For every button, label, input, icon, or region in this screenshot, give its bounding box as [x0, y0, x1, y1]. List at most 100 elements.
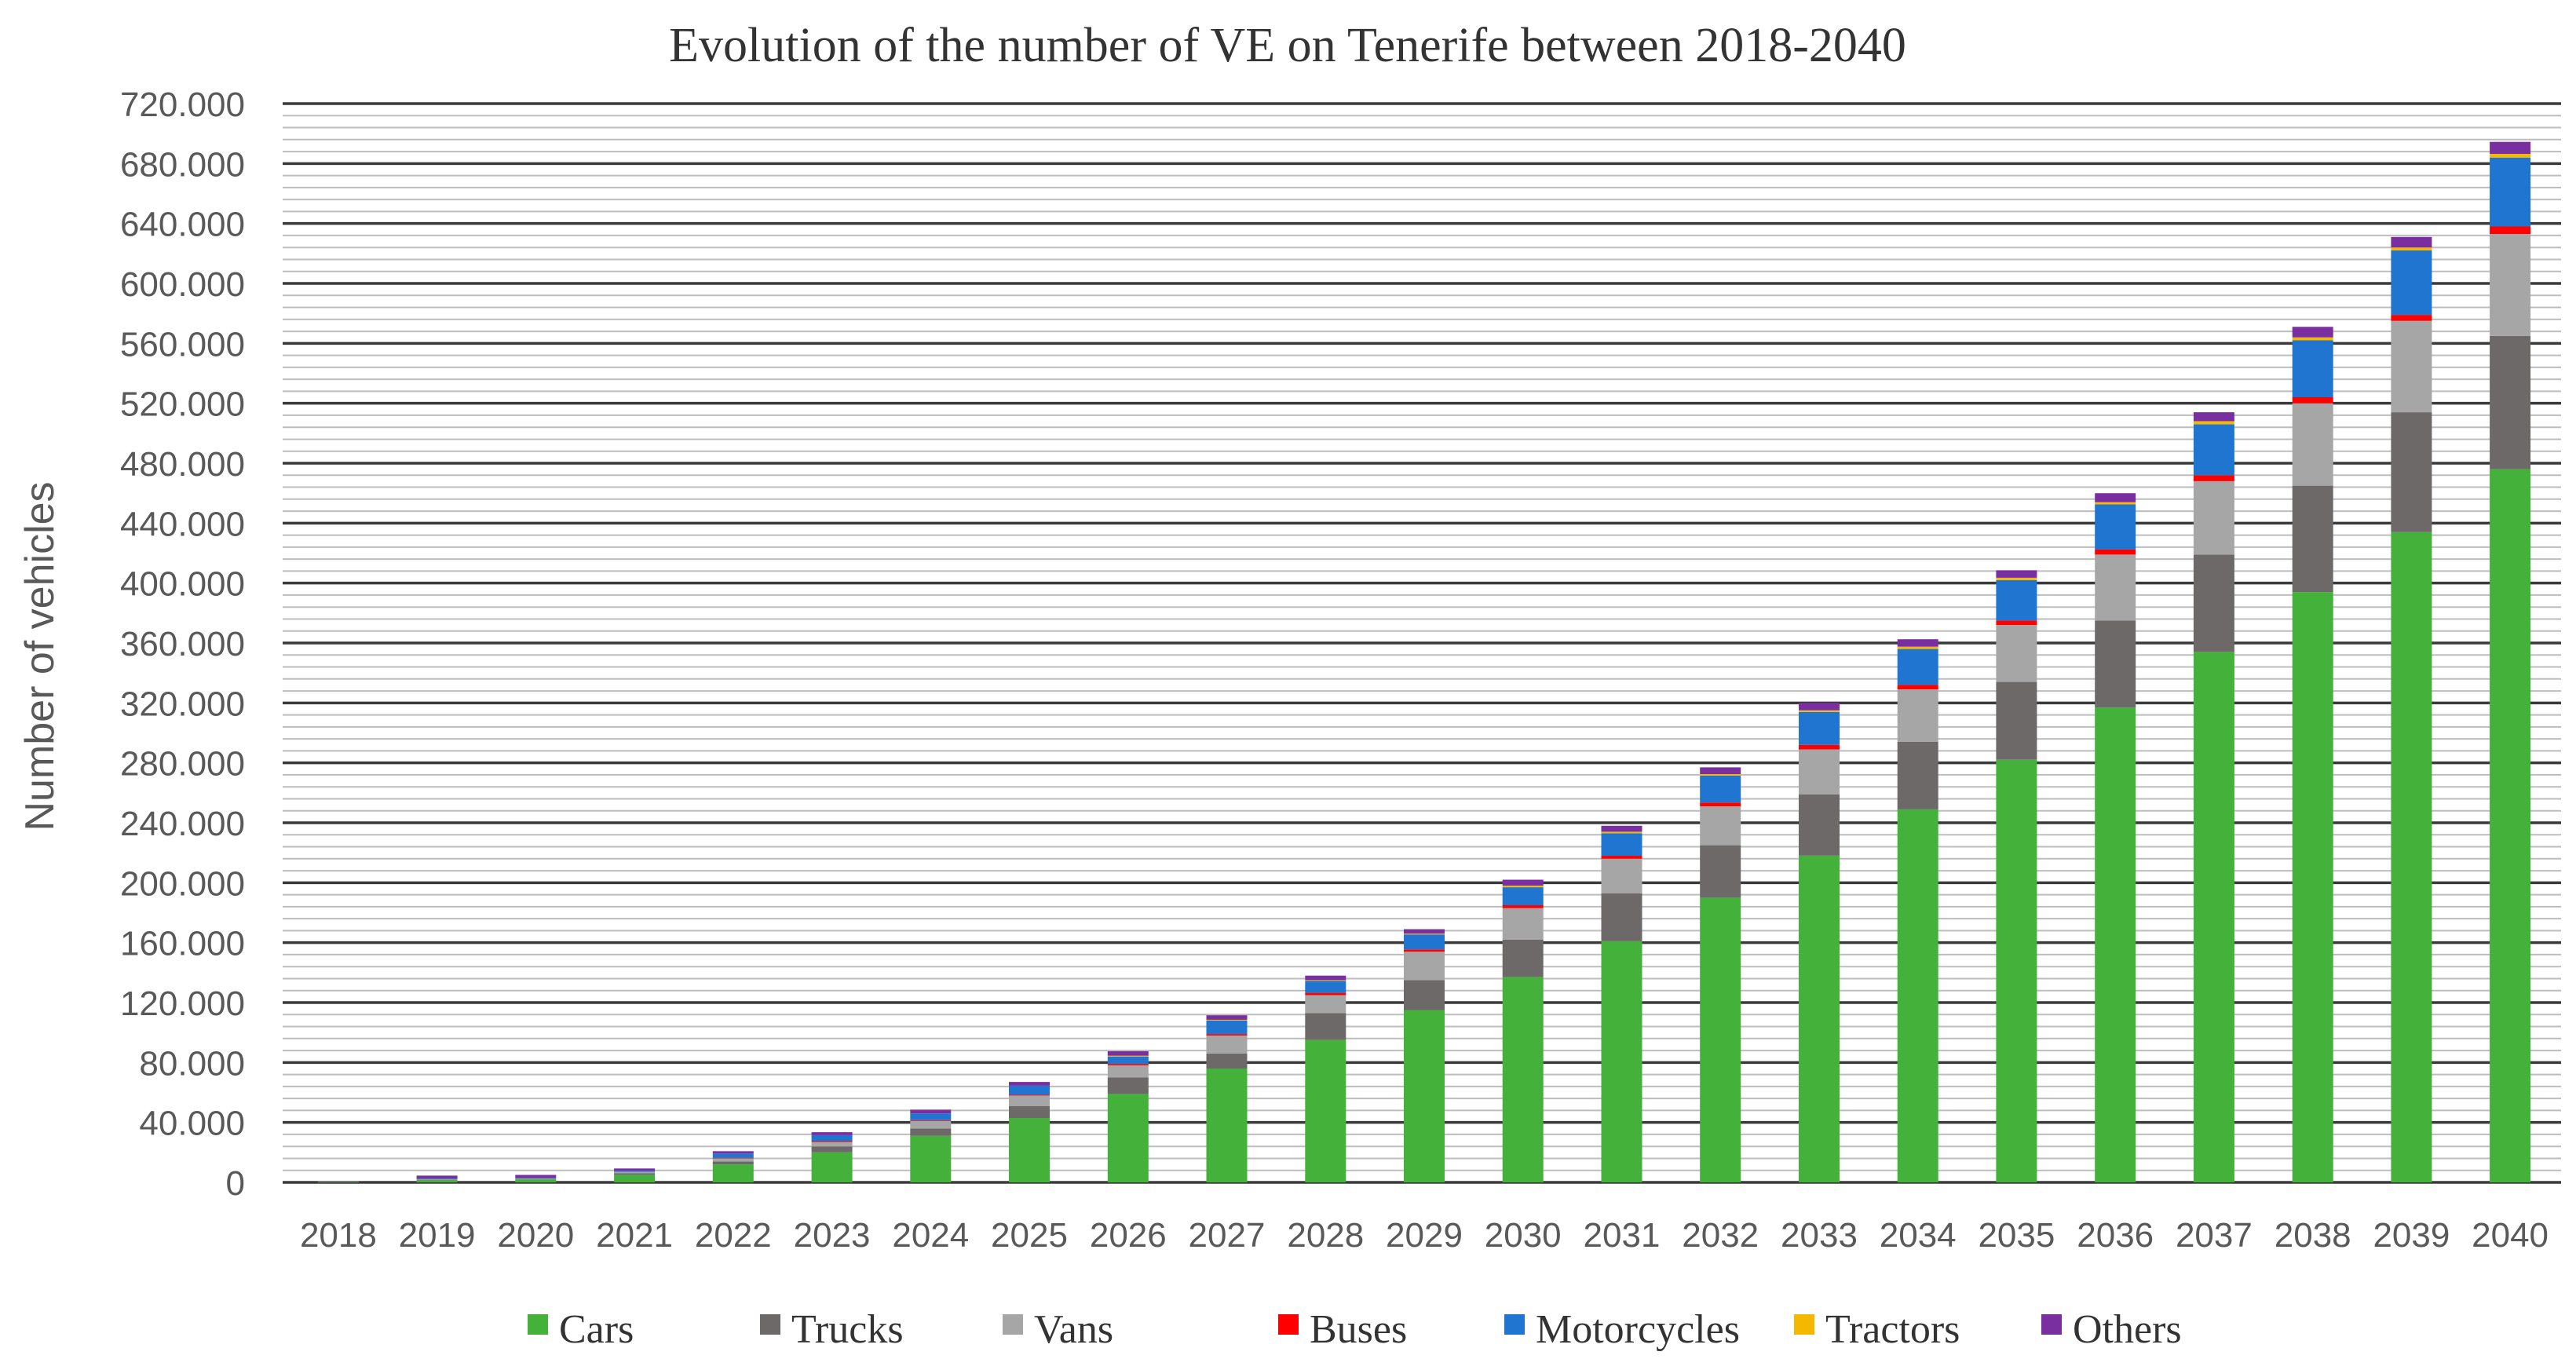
bar-segment-vans-2040	[2490, 234, 2531, 336]
bar-segment-motorcycles-2021	[614, 1171, 656, 1172]
bar-segment-buses-2027	[1206, 1034, 1248, 1036]
bar-segment-motorcycles-2037	[2193, 424, 2234, 476]
bar-segment-vans-2020	[515, 1178, 557, 1179]
bar-segment-tractors-2037	[2193, 421, 2234, 425]
bar-segment-trucks-2032	[1700, 845, 1741, 898]
bar-segment-cars-2035	[1996, 759, 2037, 1182]
bar-segment-buses-2039	[2391, 315, 2432, 321]
legend-label-motorcycles: Motorcycles	[1536, 1307, 1740, 1352]
legend-swatch-motorcycles	[1504, 1314, 1525, 1335]
bar-segment-trucks-2028	[1305, 1013, 1346, 1040]
chart-title: Evolution of the number of VE on Tenerif…	[669, 19, 1906, 72]
bar-segment-others-2026	[1107, 1051, 1149, 1056]
bar-segment-buses-2035	[1996, 620, 2037, 626]
y-tick-label: 120.000	[120, 985, 245, 1023]
x-tick-label: 2019	[399, 1216, 476, 1255]
bar-segment-motorcycles-2028	[1305, 981, 1346, 993]
bar-segment-cars-2022	[712, 1164, 754, 1182]
legend-swatch-cars	[528, 1314, 548, 1335]
y-tick-label: 40.000	[139, 1105, 245, 1143]
x-tick-label: 2036	[2077, 1216, 2154, 1255]
bar-segment-buses-2022	[712, 1157, 754, 1159]
bar-segment-motorcycles-2025	[1009, 1085, 1050, 1095]
bar-segment-motorcycles-2040	[2490, 157, 2531, 227]
bar-segment-others-2023	[811, 1132, 853, 1135]
bar-segment-trucks-2038	[2292, 485, 2333, 593]
x-tick-label: 2033	[1781, 1216, 1858, 1255]
legend-swatch-vans	[1003, 1314, 1023, 1335]
x-tick-label: 2031	[1584, 1216, 1661, 1255]
bar-segment-cars-2025	[1009, 1117, 1050, 1182]
legend-label-tractors: Tractors	[1825, 1307, 1960, 1352]
x-tick-label: 2035	[1978, 1216, 2055, 1255]
y-tick-label: 360.000	[120, 625, 245, 663]
bar-segment-trucks-2034	[1897, 742, 1938, 809]
bar-segment-others-2030	[1502, 879, 1544, 886]
x-tick-label: 2024	[892, 1216, 969, 1255]
bar-segment-cars-2021	[614, 1175, 656, 1182]
bar-segment-tractors-2031	[1601, 831, 1642, 834]
bar-segment-cars-2038	[2292, 592, 2333, 1182]
y-tick-label: 0	[226, 1164, 245, 1203]
bar-segment-vans-2031	[1601, 858, 1642, 893]
y-tick-label: 640.000	[120, 206, 245, 244]
x-axis-ticks: 2018 2019 2020 2021 2022 2023 2024 2025 2026 2027…	[300, 1216, 2549, 1255]
bar-segment-cars-2019	[416, 1180, 458, 1182]
bar-segment-cars-2037	[2193, 652, 2234, 1182]
bar-segment-trucks-2036	[2095, 620, 2136, 708]
bar-segment-others-2028	[1305, 975, 1346, 981]
bar-segment-cars-2032	[1700, 897, 1741, 1182]
bar-segment-motorcycles-2029	[1404, 934, 1445, 950]
bar-segment-motorcycles-2033	[1799, 711, 1840, 745]
bar-segment-trucks-2025	[1009, 1105, 1050, 1118]
bar-segment-tractors-2028	[1305, 980, 1346, 981]
bar-segment-buses-2036	[2095, 549, 2136, 555]
bar-segment-trucks-2024	[910, 1128, 952, 1136]
bar-segment-others-2039	[2391, 236, 2432, 248]
y-tick-label: 200.000	[120, 864, 245, 903]
bar-segment-trucks-2030	[1502, 939, 1544, 977]
legend-label-others: Others	[2073, 1307, 2182, 1352]
bar-segment-motorcycles-2019	[416, 1178, 458, 1179]
bar-segment-vans-2036	[2095, 554, 2136, 621]
bar-segment-trucks-2027	[1206, 1053, 1248, 1069]
y-tick-label: 160.000	[120, 925, 245, 963]
x-tick-label: 2018	[300, 1216, 377, 1255]
y-axis-label: Number of vehicles	[17, 481, 63, 831]
bar-segment-others-2036	[2095, 493, 2136, 502]
bar-segment-vans-2038	[2292, 403, 2333, 486]
x-tick-label: 2028	[1287, 1216, 1364, 1255]
x-tick-label: 2025	[991, 1216, 1068, 1255]
legend-label-trucks: Trucks	[791, 1307, 904, 1352]
bar-segment-trucks-2029	[1404, 980, 1445, 1010]
bar-segment-buses-2033	[1799, 744, 1840, 750]
bar-segment-tractors-2036	[2095, 502, 2136, 505]
bar-segment-trucks-2040	[2490, 335, 2531, 469]
bar-segment-others-2029	[1404, 929, 1445, 934]
y-tick-label: 520.000	[120, 385, 245, 424]
bar-segment-others-2032	[1700, 767, 1741, 774]
bar-segment-cars-2029	[1404, 1010, 1445, 1182]
legend-label-cars: Cars	[559, 1307, 634, 1352]
bar-segment-vans-2037	[2193, 480, 2234, 555]
y-tick-label: 440.000	[120, 505, 245, 543]
x-tick-label: 2038	[2275, 1216, 2351, 1255]
bar-segment-motorcycles-2031	[1601, 833, 1642, 856]
bar-segment-buses-2037	[2193, 475, 2234, 481]
bar-segment-cars-2024	[910, 1135, 952, 1182]
bar-segment-tractors-2032	[1700, 774, 1741, 776]
bar-segment-cars-2036	[2095, 707, 2136, 1182]
bar-segment-tractors-2033	[1799, 710, 1840, 712]
y-tick-label: 480.000	[120, 445, 245, 484]
bar-segment-vans-2034	[1897, 689, 1938, 742]
bar-segment-cars-2040	[2490, 469, 2531, 1182]
bar-segment-vans-2025	[1009, 1095, 1050, 1106]
bar-segment-vans-2030	[1502, 908, 1544, 940]
y-tick-label: 600.000	[120, 265, 245, 304]
bar-segment-others-2040	[2490, 141, 2531, 154]
bar-segment-motorcycles-2036	[2095, 504, 2136, 550]
y-tick-label: 560.000	[120, 325, 245, 364]
bar-segment-buses-2032	[1700, 802, 1741, 806]
bar-segment-others-2033	[1799, 703, 1840, 711]
